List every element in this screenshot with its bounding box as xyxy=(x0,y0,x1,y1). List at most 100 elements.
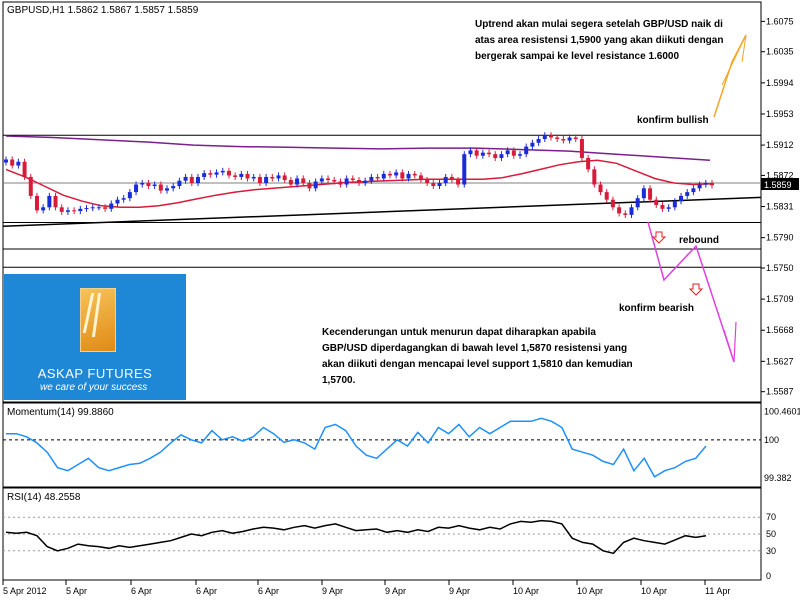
momentum-pane-title: Momentum(14) 99.8860 xyxy=(7,407,114,418)
x-axis: 5 Apr 2012 5 Apr 6 Apr 6 Apr 6 Apr 9 Apr 9 Apr… xyxy=(2,580,730,596)
candle-body xyxy=(567,137,572,141)
bearish-arrow xyxy=(647,221,735,363)
candle-body xyxy=(499,154,504,158)
candle-body xyxy=(239,173,244,177)
candle-body xyxy=(710,183,714,186)
candle-body xyxy=(270,176,275,179)
candle-body xyxy=(654,199,659,206)
candle-body xyxy=(189,176,194,184)
candle-body xyxy=(394,172,399,176)
rsi-y-tick-label: 0 xyxy=(766,571,771,581)
candle-body xyxy=(195,176,200,184)
candle-body xyxy=(617,207,622,214)
y-tick-label: 1.5831 xyxy=(766,202,794,212)
candle-body xyxy=(592,169,597,185)
candle-body xyxy=(400,172,405,179)
y-tick-label: 1.5953 xyxy=(766,109,794,119)
candle-body xyxy=(127,192,132,199)
candle-body xyxy=(245,173,250,179)
candle-body xyxy=(78,208,83,212)
candle-body xyxy=(412,173,417,176)
rsi-pane-frame xyxy=(2,487,762,581)
main-y-axis: 1.60751.60351.59941.59531.59121.58721.58… xyxy=(761,16,794,397)
candlestick-series xyxy=(4,132,714,218)
bearish-arrow-head xyxy=(723,321,737,363)
candle-body xyxy=(462,154,467,185)
candle-body xyxy=(121,198,126,200)
x-tick-label: 10 Apr xyxy=(641,586,667,596)
y-tick-label: 1.5668 xyxy=(766,325,794,335)
current-price-label: 1.5859 xyxy=(764,180,792,190)
rsi-pane-title: RSI(14) 48.2558 xyxy=(7,492,81,503)
candle-body xyxy=(685,192,690,196)
candle-body xyxy=(332,179,337,182)
candle-body xyxy=(418,175,423,180)
candle-body xyxy=(96,207,101,209)
candle-body xyxy=(301,178,306,184)
candle-body xyxy=(468,150,473,155)
y-tick-label: 1.5627 xyxy=(766,356,794,366)
candle-body xyxy=(443,176,448,184)
candle-body xyxy=(641,188,646,199)
x-tick-label: 10 Apr xyxy=(513,586,539,596)
main-pane-title: GBPUSD,H1 1.5862 1.5867 1.5857 1.5859 xyxy=(7,5,199,16)
candle-body xyxy=(47,195,52,208)
projection-arrows xyxy=(647,34,747,363)
candle-body xyxy=(146,183,151,187)
candle-body xyxy=(103,207,108,209)
candle-body xyxy=(679,195,684,202)
candle-body xyxy=(660,205,665,209)
momentum-y-tick-label: 100.4601 xyxy=(764,406,800,416)
candle-body xyxy=(474,150,479,156)
candle-body xyxy=(480,152,485,156)
candle-body xyxy=(264,176,269,184)
downtrend-note-line-2: GBP/USD diperdagangkan di bawah level 1,… xyxy=(322,343,627,354)
y-tick-label: 1.5912 xyxy=(766,140,794,150)
candle-body xyxy=(350,178,355,180)
x-tick-label: 6 Apr xyxy=(131,586,152,596)
candle-body xyxy=(344,178,349,185)
candle-body xyxy=(375,176,380,179)
candle-body xyxy=(648,188,653,200)
downtrend-note-line-3: akan diikuti dengan mencapai level suppo… xyxy=(322,359,633,370)
askap-futures-logo: ASKAP FUTURES we care of your success xyxy=(4,274,186,400)
candle-body xyxy=(183,176,188,181)
y-tick-label: 1.5587 xyxy=(766,387,794,397)
candle-body xyxy=(177,180,182,187)
uptrend-note-line-1: Uptrend akan mulai segera setelah GBP/US… xyxy=(475,19,723,30)
candle-body xyxy=(425,179,430,184)
candle-body xyxy=(10,159,15,166)
candle-body xyxy=(140,183,145,185)
candle-body xyxy=(34,195,39,211)
candle-body xyxy=(487,152,492,155)
rsi-chart: 70 50 30 0 xyxy=(3,512,776,581)
candle-body xyxy=(369,176,374,181)
x-tick-label: 11 Apr xyxy=(705,586,730,596)
x-tick-label: 6 Apr xyxy=(258,586,279,596)
downtrend-note-line-1: Kecenderungan untuk menurun dapat dihara… xyxy=(322,327,596,338)
candle-body xyxy=(610,199,615,208)
candle-body xyxy=(202,173,207,177)
candle-body xyxy=(381,173,386,179)
candle-body xyxy=(295,178,300,185)
x-tick-label: 9 Apr xyxy=(322,586,343,596)
candle-body xyxy=(307,183,312,189)
candle-body xyxy=(72,210,77,212)
candle-body xyxy=(233,175,238,177)
candle-body xyxy=(165,188,170,191)
current-price-badge xyxy=(761,178,799,190)
logo-emblem-icon xyxy=(80,288,116,352)
candle-body xyxy=(635,198,640,208)
y-tick-label: 1.6075 xyxy=(766,16,794,26)
candle-body xyxy=(109,203,114,209)
logo-brand: ASKAP FUTURES xyxy=(37,366,153,381)
candle-body xyxy=(586,157,591,170)
downtrend-note-line-4: 1,5700. xyxy=(322,375,356,386)
rebound-label: rebound xyxy=(679,235,719,246)
candle-body xyxy=(505,150,510,155)
candle-body xyxy=(152,184,157,187)
candle-body xyxy=(449,176,454,180)
candle-body xyxy=(431,183,436,187)
x-tick-label: 5 Apr xyxy=(66,586,87,596)
candle-body xyxy=(257,176,262,184)
